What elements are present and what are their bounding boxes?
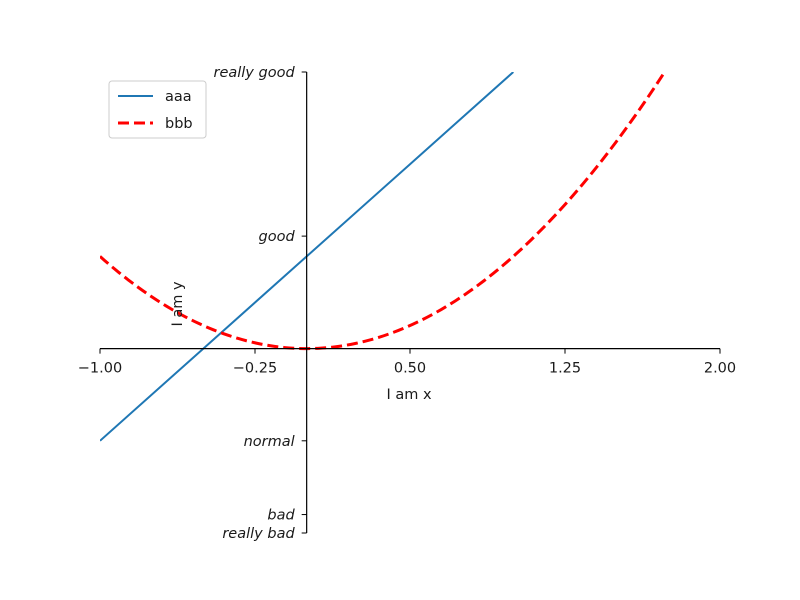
y-tick-label: bad xyxy=(267,508,295,524)
x-axis-label: I am x xyxy=(386,387,432,403)
y-axis-label: I am y xyxy=(170,281,186,327)
x-tick-label: −0.25 xyxy=(233,361,277,377)
legend-label-aaa: aaa xyxy=(165,89,192,105)
x-tick-label: 0.50 xyxy=(394,361,426,377)
legend-label-bbb: bbb xyxy=(165,116,193,132)
y-tick-label: really good xyxy=(213,65,295,81)
axes: −1.00 −0.25 0.50 1.25 2.00 really bad bad norma… xyxy=(78,65,736,542)
y-tick-label: normal xyxy=(244,434,295,450)
y-tick-label: good xyxy=(259,229,296,245)
x-tick-label: 1.25 xyxy=(549,361,581,377)
series-line-bbb xyxy=(100,72,667,351)
x-tick-label: −1.00 xyxy=(78,361,122,377)
x-tick-label: 2.00 xyxy=(704,361,736,377)
y-tick-label: really bad xyxy=(222,526,295,542)
legend: aaa bbb xyxy=(108,80,207,139)
